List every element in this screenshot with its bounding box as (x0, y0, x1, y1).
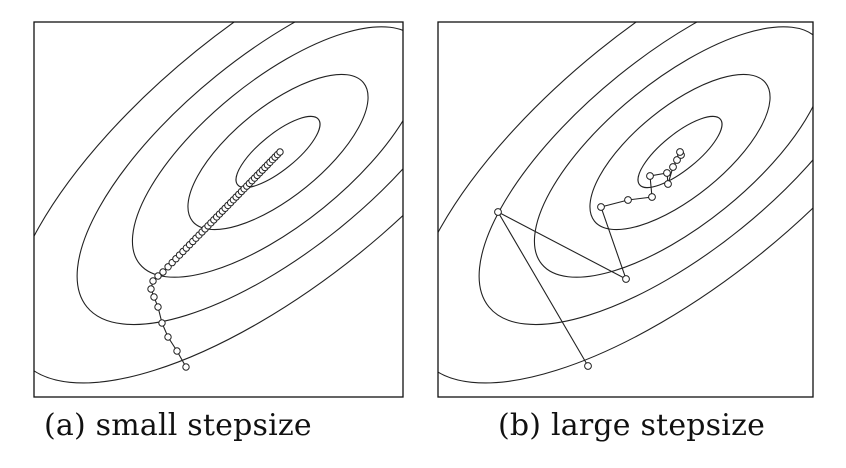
trajectory-large-stepsize (494, 148, 685, 370)
iterate-marker (624, 196, 632, 204)
iterate-marker (673, 156, 681, 164)
panel-large-stepsize: (b) large stepsize (410, 0, 820, 468)
iterate-marker (676, 148, 684, 156)
contour-plot-large-stepsize (437, 21, 814, 398)
trajectory-small-stepsize (147, 148, 284, 371)
iterate-marker (664, 180, 672, 188)
iterate-marker (276, 148, 284, 156)
contour-ellipse (478, 22, 813, 326)
caption-large-stepsize: (b) large stepsize (498, 408, 766, 443)
iterate-marker (154, 303, 162, 311)
iterate-marker (584, 362, 592, 370)
caption-small-stepsize: (a) small stepsize (44, 408, 312, 443)
contour-ellipse (76, 22, 403, 326)
contour-ellipse (533, 26, 813, 278)
contour-ellipse (589, 73, 771, 231)
contour-ellipse (637, 115, 723, 189)
iterate-marker (622, 275, 630, 283)
iterate-marker (147, 285, 155, 293)
iterate-marker (159, 268, 167, 276)
iterate-marker (173, 347, 181, 355)
contour-ellipse (131, 26, 403, 278)
plot-frame (437, 21, 814, 398)
iterate-marker (164, 333, 172, 341)
iterate-marker (150, 293, 158, 301)
iterate-marker (646, 172, 654, 180)
contour-ellipse (187, 73, 369, 231)
iterate-marker (648, 193, 656, 201)
iterate-marker (494, 208, 502, 216)
panel-small-stepsize: (a) small stepsize (0, 0, 410, 468)
contour-plot-small-stepsize (33, 21, 404, 398)
iterate-marker (663, 169, 671, 177)
iterate-marker (669, 163, 677, 171)
contour-ellipse (235, 115, 321, 189)
contour-ellipse (438, 22, 813, 384)
iterate-marker (149, 277, 157, 285)
trajectory-line (496, 151, 682, 367)
iterate-marker (154, 272, 162, 280)
iterate-marker (158, 319, 166, 327)
contour-ellipse (34, 22, 403, 384)
iterate-marker (597, 203, 605, 211)
iterate-marker (182, 363, 190, 371)
plot-frame (33, 21, 404, 398)
